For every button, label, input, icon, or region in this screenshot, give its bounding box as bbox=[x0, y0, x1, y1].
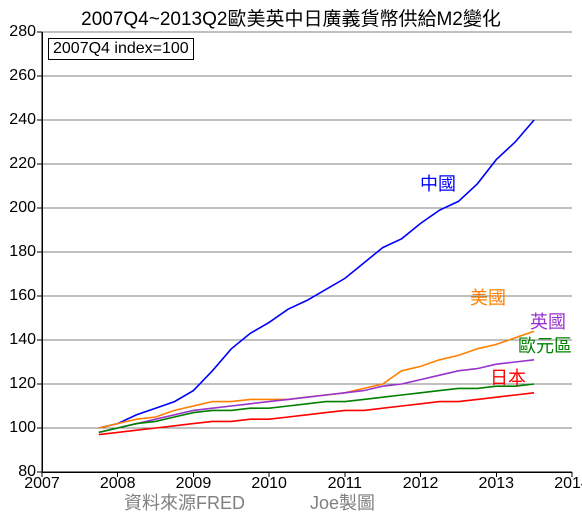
line-chart bbox=[0, 0, 582, 517]
chart-container: 2007Q4~2013Q2歐美英中日廣義貨幣供給M2變化 2007Q4 inde… bbox=[0, 0, 582, 517]
x-tick-label: 2007 bbox=[22, 475, 62, 493]
series-label-china: 中國 bbox=[420, 170, 456, 196]
y-tick-label: 140 bbox=[2, 331, 36, 349]
y-tick-label: 120 bbox=[2, 375, 36, 393]
footer-author: Joe製圖 bbox=[310, 489, 375, 515]
series-label-japan: 日本 bbox=[490, 364, 526, 390]
x-tick-label: 2014 bbox=[552, 475, 582, 493]
x-tick-label: 2012 bbox=[401, 475, 441, 493]
footer-source: 資料來源FRED bbox=[124, 489, 245, 515]
series-china bbox=[99, 120, 534, 428]
y-tick-label: 100 bbox=[2, 419, 36, 437]
series-label-eurozone: 歐元區 bbox=[518, 332, 572, 358]
y-tick-label: 220 bbox=[2, 155, 36, 173]
y-tick-label: 180 bbox=[2, 243, 36, 261]
y-tick-label: 240 bbox=[2, 111, 36, 129]
y-tick-label: 200 bbox=[2, 199, 36, 217]
index-note: 2007Q4 index=100 bbox=[48, 38, 194, 60]
y-tick-label: 280 bbox=[2, 23, 36, 41]
series-label-uk: 英國 bbox=[530, 308, 566, 334]
y-tick-label: 260 bbox=[2, 67, 36, 85]
y-tick-label: 160 bbox=[2, 287, 36, 305]
x-tick-label: 2013 bbox=[476, 475, 516, 493]
x-tick-label: 2010 bbox=[249, 475, 289, 493]
series-eurozone bbox=[99, 384, 534, 432]
series-label-usa: 美國 bbox=[470, 284, 506, 310]
series-uk bbox=[99, 360, 534, 433]
